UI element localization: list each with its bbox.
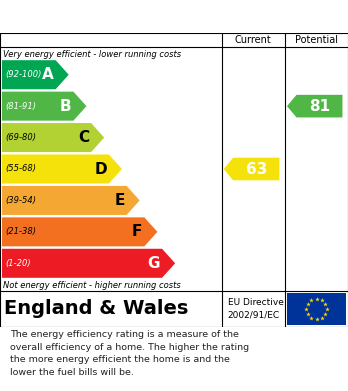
Text: D: D bbox=[94, 161, 107, 176]
Polygon shape bbox=[2, 186, 140, 215]
Polygon shape bbox=[2, 60, 69, 89]
Text: Energy Efficiency Rating: Energy Efficiency Rating bbox=[10, 9, 232, 24]
Polygon shape bbox=[2, 91, 86, 121]
Polygon shape bbox=[224, 158, 279, 180]
Text: Not energy efficient - higher running costs: Not energy efficient - higher running co… bbox=[3, 281, 181, 290]
Text: Potential: Potential bbox=[295, 35, 338, 45]
Polygon shape bbox=[2, 217, 157, 246]
Text: Very energy efficient - lower running costs: Very energy efficient - lower running co… bbox=[3, 50, 181, 59]
Text: (55-68): (55-68) bbox=[5, 165, 36, 174]
Text: (1-20): (1-20) bbox=[5, 259, 31, 268]
Text: A: A bbox=[42, 67, 54, 82]
Text: The energy efficiency rating is a measure of the
overall efficiency of a home. T: The energy efficiency rating is a measur… bbox=[10, 330, 250, 377]
Text: (69-80): (69-80) bbox=[5, 133, 36, 142]
Polygon shape bbox=[2, 123, 104, 152]
Text: G: G bbox=[148, 256, 160, 271]
Text: 63: 63 bbox=[246, 161, 267, 176]
Text: (39-54): (39-54) bbox=[5, 196, 36, 205]
FancyBboxPatch shape bbox=[287, 293, 346, 325]
Text: (92-100): (92-100) bbox=[5, 70, 41, 79]
Text: EU Directive
2002/91/EC: EU Directive 2002/91/EC bbox=[228, 298, 284, 320]
Text: (21-38): (21-38) bbox=[5, 227, 36, 236]
Polygon shape bbox=[2, 154, 122, 183]
Polygon shape bbox=[287, 95, 342, 117]
Polygon shape bbox=[2, 249, 175, 278]
Text: F: F bbox=[132, 224, 142, 239]
Text: C: C bbox=[78, 130, 89, 145]
Text: England & Wales: England & Wales bbox=[4, 300, 188, 319]
Text: (81-91): (81-91) bbox=[5, 102, 36, 111]
Text: E: E bbox=[114, 193, 125, 208]
Text: 81: 81 bbox=[309, 99, 330, 114]
Text: B: B bbox=[60, 99, 71, 114]
Text: Current: Current bbox=[235, 35, 272, 45]
